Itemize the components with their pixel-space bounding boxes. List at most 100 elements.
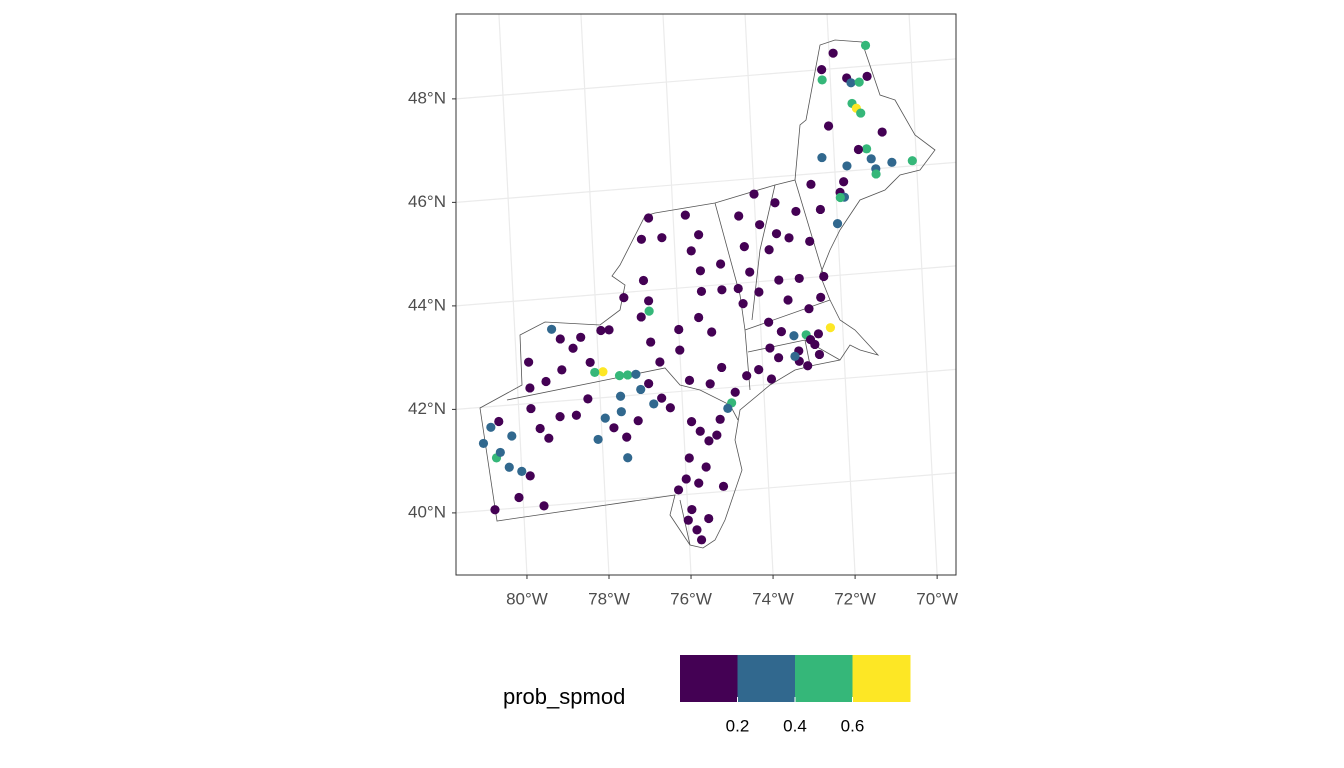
- grid-line: [456, 472, 956, 514]
- point: [695, 266, 706, 276]
- point: [854, 77, 864, 87]
- point: [585, 357, 595, 368]
- point: [604, 325, 614, 335]
- point: [665, 403, 675, 413]
- legend-key: [737, 655, 796, 702]
- point: [623, 453, 633, 463]
- point: [555, 411, 565, 422]
- panel: [456, 14, 956, 575]
- point: [717, 362, 727, 373]
- point: [755, 220, 765, 230]
- point: [576, 332, 586, 342]
- point: [887, 157, 897, 167]
- point: [674, 324, 684, 335]
- point: [638, 275, 649, 286]
- point: [707, 327, 717, 337]
- point: [832, 219, 843, 229]
- point: [568, 343, 578, 353]
- point: [615, 391, 626, 401]
- point: [694, 478, 704, 488]
- points: [478, 40, 917, 545]
- point: [535, 423, 545, 434]
- x-tick-label: 72°W: [834, 589, 876, 608]
- point: [636, 234, 647, 244]
- x-tick-label: 80°W: [506, 589, 548, 608]
- point: [862, 71, 872, 81]
- legend-label: 0.6: [841, 716, 865, 735]
- point: [806, 179, 816, 189]
- point: [817, 75, 827, 85]
- point: [680, 210, 690, 220]
- point: [541, 376, 551, 387]
- point: [546, 324, 557, 334]
- grid-line: [908, 14, 938, 575]
- point: [823, 121, 834, 131]
- point: [694, 230, 704, 240]
- point: [623, 370, 633, 380]
- point: [817, 152, 827, 163]
- point: [814, 349, 825, 360]
- point: [694, 312, 704, 323]
- point: [696, 535, 707, 545]
- point: [803, 361, 813, 371]
- point: [819, 271, 829, 282]
- point: [853, 144, 864, 155]
- point: [715, 414, 725, 424]
- point: [609, 423, 619, 433]
- point: [783, 295, 793, 305]
- point: [717, 285, 727, 295]
- point: [774, 353, 784, 363]
- legend-key: [680, 655, 738, 702]
- point: [557, 365, 567, 375]
- point: [842, 161, 852, 171]
- grid-line: [498, 14, 528, 575]
- legend-key: [852, 655, 911, 702]
- y-tick-label: 42°N: [408, 399, 446, 418]
- point: [738, 299, 748, 309]
- point: [742, 371, 752, 381]
- point: [730, 387, 740, 397]
- point: [486, 422, 496, 432]
- point: [657, 233, 667, 243]
- point: [828, 48, 838, 58]
- point: [555, 334, 565, 344]
- point: [770, 198, 780, 208]
- point: [764, 317, 774, 327]
- point: [733, 283, 743, 294]
- point: [794, 273, 804, 284]
- point: [649, 399, 659, 409]
- point: [766, 374, 777, 384]
- point: [705, 379, 715, 389]
- point: [839, 177, 849, 187]
- grid-line: [456, 58, 956, 100]
- y-tick-label: 48°N: [408, 88, 446, 107]
- point: [701, 462, 711, 472]
- point: [704, 513, 714, 524]
- point: [636, 384, 646, 395]
- point: [754, 287, 764, 297]
- point: [692, 525, 702, 535]
- point: [791, 206, 801, 217]
- legend-label: 0.4: [783, 716, 807, 735]
- x-tick-label: 70°W: [916, 589, 958, 608]
- point: [684, 375, 695, 385]
- point: [686, 246, 696, 256]
- point: [525, 383, 535, 393]
- point: [776, 327, 787, 337]
- point: [734, 211, 744, 221]
- point: [686, 416, 697, 427]
- point: [810, 339, 820, 350]
- point: [681, 474, 691, 484]
- point: [544, 433, 554, 443]
- point: [622, 432, 632, 442]
- x-tick-label: 78°W: [588, 589, 630, 608]
- panel-border: [455, 13, 957, 576]
- grid-line: [456, 368, 956, 410]
- legend-key: [795, 655, 853, 702]
- y-tick-label: 44°N: [408, 295, 446, 314]
- point: [517, 466, 527, 477]
- point: [507, 431, 517, 441]
- point: [907, 156, 917, 166]
- point: [478, 438, 489, 449]
